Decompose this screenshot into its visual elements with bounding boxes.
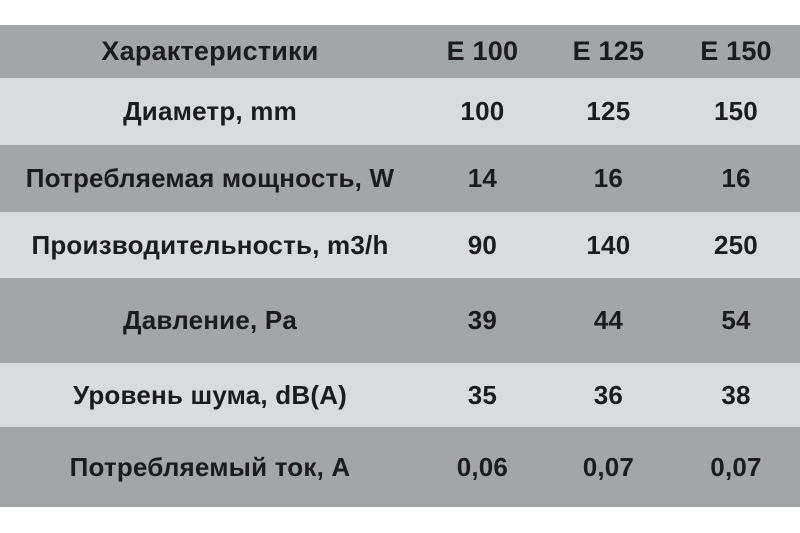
table-row-current: Потребляемый ток, A 0,06 0,07 0,07 [0, 427, 800, 507]
header-cell-e125: E 125 [572, 36, 645, 66]
table-row-power: Потребляемая мощность, W 14 16 16 [0, 145, 800, 212]
table-row-diameter: Диаметр, mm 100 125 150 [0, 78, 800, 145]
value-cell: 100 [460, 96, 505, 126]
value-cell: 0,07 [710, 451, 762, 482]
value-cell: 54 [721, 305, 751, 335]
value-cell: 90 [467, 229, 498, 260]
value-cell: 44 [593, 305, 624, 335]
table-row-pressure: Давление, Pa 39 44 54 [0, 278, 800, 363]
table-row-noise: Уровень шума, dB(A) 35 36 38 [0, 363, 800, 427]
header-cell-e150: E 150 [700, 36, 772, 66]
value-cell: 16 [593, 163, 624, 193]
value-cell: 35 [467, 379, 498, 410]
header-cell-characteristics: Характеристики [101, 36, 319, 66]
value-cell: 38 [721, 379, 751, 410]
row-label: Давление, Pa [122, 305, 298, 335]
value-cell: 250 [713, 229, 758, 260]
row-label: Уровень шума, dB(A) [72, 379, 348, 410]
row-label: Производительность, m3/h [31, 229, 389, 260]
value-cell: 36 [593, 379, 624, 410]
row-label: Потребляемый ток, A [69, 451, 351, 482]
spec-table: Характеристики E 100 E 125 E 150 Диаметр… [0, 25, 800, 507]
table-header-row: Характеристики E 100 E 125 E 150 [0, 25, 800, 78]
header-cell-e100: E 100 [446, 36, 519, 66]
value-cell: 14 [467, 163, 498, 193]
value-cell: 125 [586, 96, 631, 126]
table-row-capacity: Производительность, m3/h 90 140 250 [0, 212, 800, 278]
value-cell: 0,07 [582, 451, 635, 482]
value-cell: 39 [467, 305, 498, 335]
value-cell: 0,06 [456, 451, 509, 482]
value-cell: 140 [586, 229, 631, 260]
value-cell: 150 [713, 96, 758, 126]
row-label: Потребляемая мощность, W [25, 163, 395, 193]
value-cell: 16 [721, 163, 751, 193]
row-label: Диаметр, mm [123, 96, 297, 126]
